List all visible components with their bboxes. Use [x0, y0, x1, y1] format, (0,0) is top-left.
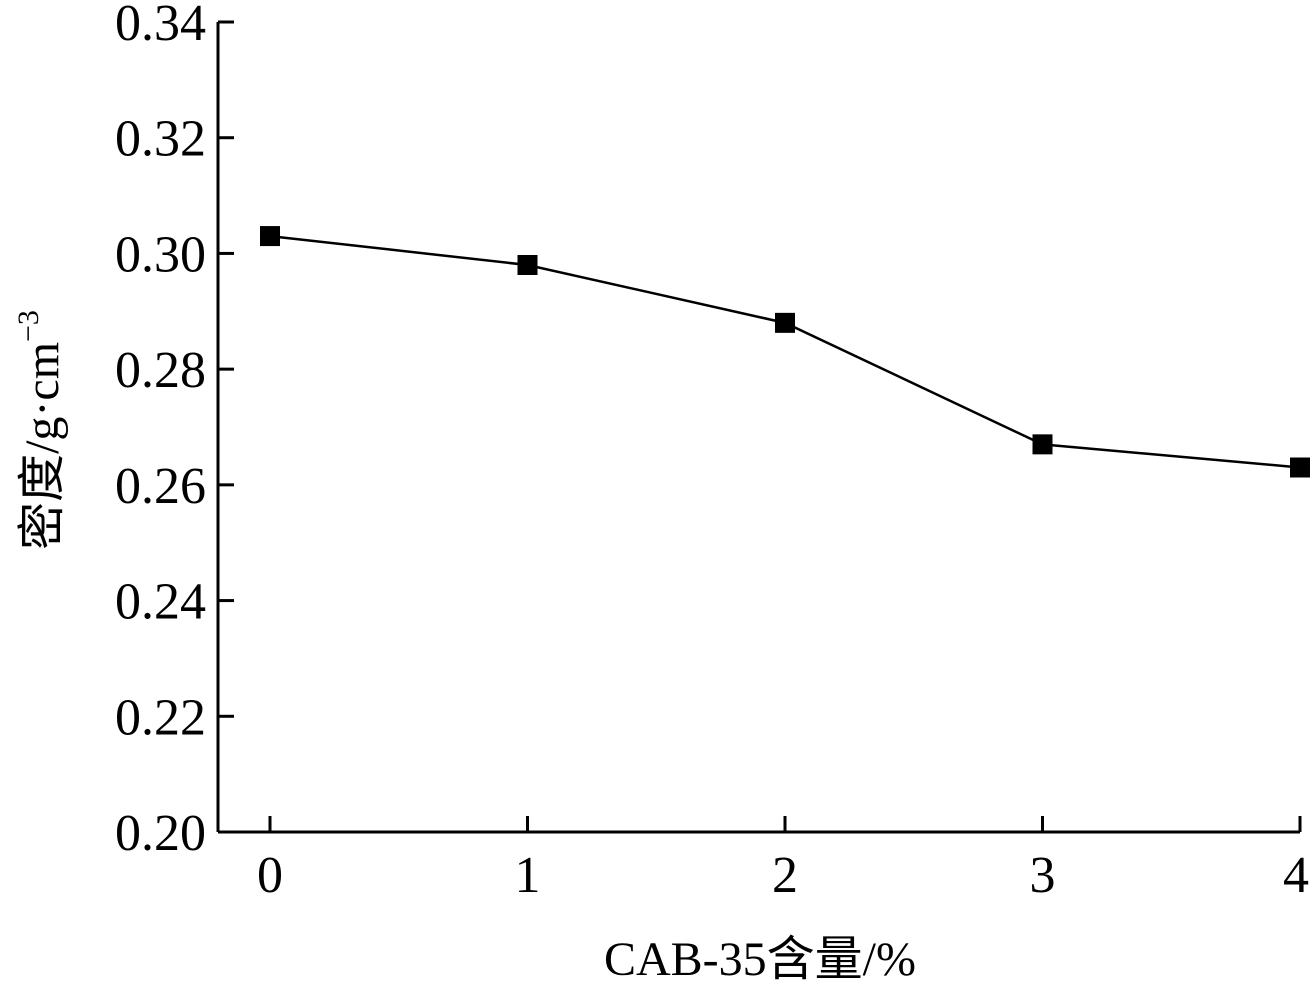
- y-tick-label: 0.26: [115, 458, 206, 515]
- data-point-marker: [1290, 457, 1310, 478]
- data-point-marker: [517, 255, 538, 275]
- y-axis-title: 密度/g·cm−3: [12, 310, 69, 550]
- y-tick-label: 0.32: [115, 111, 206, 168]
- y-tick-label: 0.30: [115, 226, 206, 283]
- y-tick-label: 0.22: [115, 689, 206, 746]
- data-point-marker: [1032, 434, 1053, 455]
- x-axis-ticks: 0 1 2 3 4: [257, 816, 1309, 904]
- x-tick-label: 1: [515, 847, 541, 904]
- data-point-marker: [775, 312, 795, 333]
- y-tick-label: 0.28: [115, 342, 206, 399]
- y-tick-label: 0.20: [115, 805, 206, 862]
- y-axis-title-superscript: −3: [12, 310, 45, 342]
- density-series-line: [269, 234, 1301, 469]
- y-axis-ticks: 0.20 0.22 0.24 0.26 0.28 0.30 0.32 0.34: [115, 0, 234, 862]
- axes: [216, 22, 1300, 834]
- y-tick-label: 0.24: [115, 574, 206, 631]
- density-series: [260, 226, 1310, 478]
- y-axis-title-main: 密度/g·cm: [16, 342, 69, 550]
- x-tick-label: 2: [772, 847, 798, 904]
- x-axis-title: CAB-35含量/%: [604, 933, 916, 983]
- data-point-marker: [260, 226, 280, 247]
- y-tick-label: 0.34: [115, 0, 206, 52]
- x-tick-label: 4: [1283, 847, 1309, 904]
- x-tick-label: 0: [257, 847, 283, 904]
- x-tick-label: 3: [1030, 847, 1056, 904]
